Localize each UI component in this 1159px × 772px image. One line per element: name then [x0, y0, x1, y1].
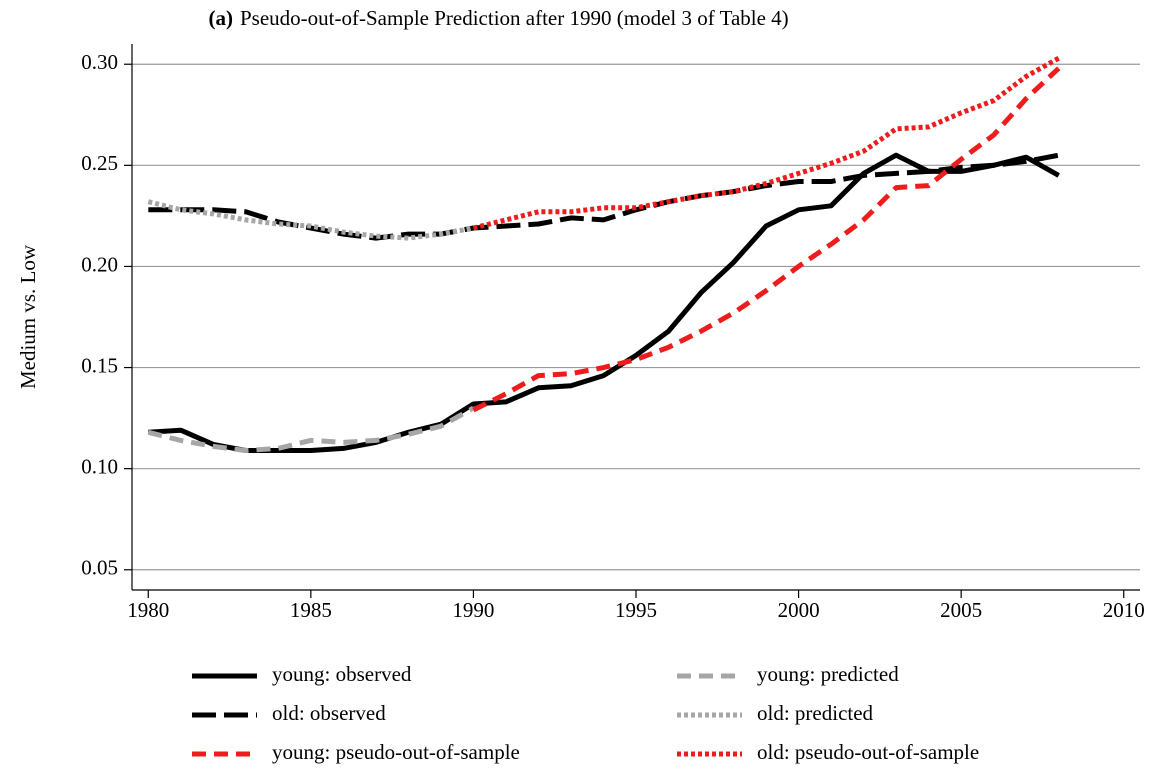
legend-label: old: observed — [272, 701, 386, 725]
legend-label: young: observed — [272, 662, 412, 686]
x-tick-label: 2005 — [940, 598, 982, 622]
y-tick-label: 0.05 — [81, 556, 118, 580]
y-tick-label: 0.30 — [81, 50, 118, 74]
series-line — [148, 152, 1060, 453]
y-tick-label: 0.25 — [81, 151, 118, 175]
series-line — [147, 405, 475, 453]
series-line — [148, 152, 1060, 241]
series-line — [472, 66, 1061, 413]
legend-label: young: pseudo-out-of-sample — [272, 740, 520, 764]
x-tick-label: 2000 — [778, 598, 820, 622]
x-tick-label: 1995 — [615, 598, 657, 622]
x-tick-label: 1985 — [290, 598, 332, 622]
x-tick-label: 1990 — [452, 598, 494, 622]
legend-label: young: predicted — [757, 662, 899, 686]
x-tick-label: 2010 — [1103, 598, 1145, 622]
legend-label: old: pseudo-out-of-sample — [757, 740, 979, 764]
y-tick-label: 0.10 — [81, 454, 118, 478]
y-axis-label: Medium vs. Low — [16, 244, 40, 389]
y-tick-label: 0.20 — [81, 252, 118, 276]
legend-label: old: predicted — [757, 701, 874, 725]
series-line — [147, 199, 474, 241]
panel-label: (a) — [209, 6, 234, 30]
series-line — [472, 56, 1060, 231]
y-tick-label: 0.15 — [81, 353, 118, 377]
x-tick-label: 1980 — [127, 598, 169, 622]
chart-title: Pseudo-out-of-Sample Prediction after 19… — [240, 6, 789, 30]
